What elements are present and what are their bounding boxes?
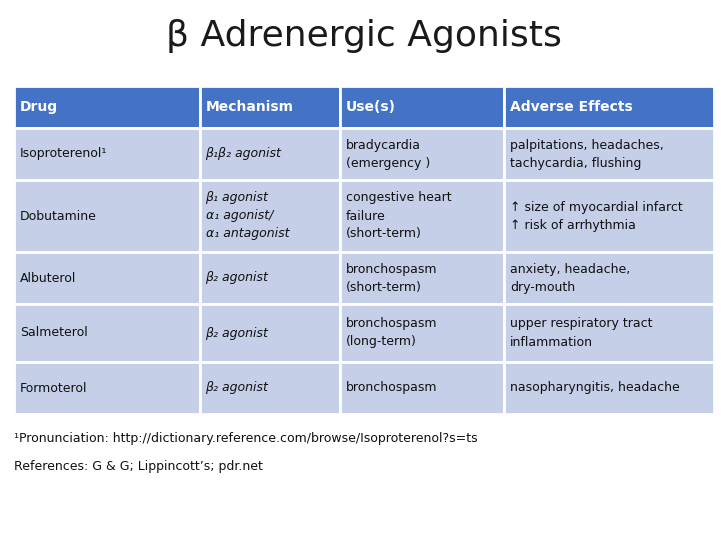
Text: Isoproterenol¹: Isoproterenol¹ — [20, 147, 107, 161]
Text: Dobutamine: Dobutamine — [20, 210, 97, 223]
Bar — [504, 252, 714, 304]
Text: Mechanism: Mechanism — [205, 100, 293, 114]
Bar — [14, 304, 199, 362]
Text: bradycardia
(emergency ): bradycardia (emergency ) — [346, 139, 430, 169]
Bar — [339, 362, 504, 414]
Bar — [339, 86, 504, 128]
Text: β Adrenergic Agonists: β Adrenergic Agonists — [166, 19, 562, 53]
Text: Formoterol: Formoterol — [20, 382, 87, 395]
Bar — [199, 128, 339, 180]
Text: nasopharyngitis, headache: nasopharyngitis, headache — [510, 382, 680, 395]
Bar — [504, 362, 714, 414]
Bar — [339, 128, 504, 180]
Bar — [14, 180, 199, 252]
Text: β₁β₂ agonist: β₁β₂ agonist — [205, 147, 282, 161]
Bar — [14, 128, 199, 180]
Text: ↑ size of myocardial infarct
↑ risk of arrhythmia: ↑ size of myocardial infarct ↑ risk of a… — [510, 200, 683, 232]
Text: Drug: Drug — [20, 100, 58, 114]
Bar — [504, 180, 714, 252]
Text: β₁ agonist
α₁ agonist/
α₁ antagonist: β₁ agonist α₁ agonist/ α₁ antagonist — [205, 192, 289, 240]
Text: References: G & G; Lippincott’s; pdr.net: References: G & G; Lippincott’s; pdr.net — [14, 460, 263, 473]
Text: Salmeterol: Salmeterol — [20, 327, 88, 340]
Text: Albuterol: Albuterol — [20, 271, 76, 284]
Bar — [339, 180, 504, 252]
Bar — [504, 86, 714, 128]
Bar — [504, 304, 714, 362]
Bar — [14, 86, 199, 128]
Text: Use(s): Use(s) — [346, 100, 395, 114]
Text: congestive heart
failure
(short-term): congestive heart failure (short-term) — [346, 192, 451, 240]
Text: anxiety, headache,
dry-mouth: anxiety, headache, dry-mouth — [510, 263, 630, 294]
Text: β₂ agonist: β₂ agonist — [205, 382, 269, 395]
Text: β₂ agonist: β₂ agonist — [205, 327, 269, 340]
Text: upper respiratory tract
inflammation: upper respiratory tract inflammation — [510, 318, 652, 348]
Bar — [199, 180, 339, 252]
Text: bronchospasm: bronchospasm — [346, 382, 437, 395]
Text: ¹Pronunciation: http://dictionary.reference.com/browse/Isoproterenol?s=ts: ¹Pronunciation: http://dictionary.refere… — [14, 432, 478, 445]
Text: β₂ agonist: β₂ agonist — [205, 271, 269, 284]
Text: Adverse Effects: Adverse Effects — [510, 100, 633, 114]
Bar — [339, 304, 504, 362]
Text: bronchospasm
(short-term): bronchospasm (short-term) — [346, 263, 437, 294]
Bar — [504, 128, 714, 180]
Bar — [199, 304, 339, 362]
Bar — [199, 252, 339, 304]
Bar — [14, 362, 199, 414]
Bar — [199, 86, 339, 128]
Bar — [14, 252, 199, 304]
Bar — [339, 252, 504, 304]
Text: palpitations, headaches,
tachycardia, flushing: palpitations, headaches, tachycardia, fl… — [510, 139, 664, 169]
Bar — [199, 362, 339, 414]
Text: bronchospasm
(long-term): bronchospasm (long-term) — [346, 318, 437, 348]
